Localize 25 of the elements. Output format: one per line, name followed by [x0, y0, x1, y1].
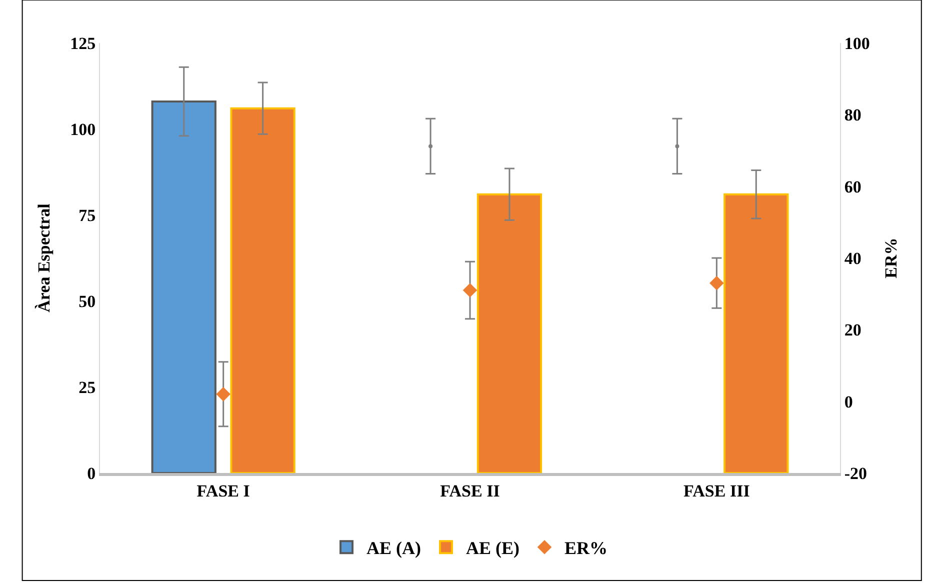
y2-tick-label: 80 [844, 106, 862, 125]
point [462, 283, 478, 298]
x-tick-label: FASE I [196, 481, 250, 500]
y-tick-label: 0 [87, 464, 96, 483]
y-tick-label: 50 [78, 292, 96, 311]
y-tick-label: 25 [78, 378, 96, 397]
legend-label: AE (A) [366, 538, 421, 558]
y2-tick-label: 100 [844, 34, 870, 53]
y2-tick-label: 20 [844, 320, 862, 340]
y-tick-label: 100 [70, 120, 96, 139]
x-tick-label: FASE III [684, 481, 750, 500]
y2-tick-label: 40 [844, 248, 862, 268]
y2-tick-label: 0 [844, 392, 853, 412]
y2-tick-label: 60 [844, 177, 862, 196]
bar [151, 100, 216, 473]
y2-axis-title: ER% [881, 238, 900, 278]
y-axis-title: Àrea Espectral [34, 203, 54, 312]
y2-tick-label: -20 [844, 464, 868, 483]
x-tick-label: FASE II [440, 481, 500, 500]
legend-label: AE (E) [466, 538, 520, 558]
point [216, 387, 230, 402]
y-tick-label: 75 [78, 206, 96, 225]
y-tick-label: 125 [70, 34, 96, 53]
point [710, 276, 724, 290]
legend-label: ER% [564, 538, 608, 558]
